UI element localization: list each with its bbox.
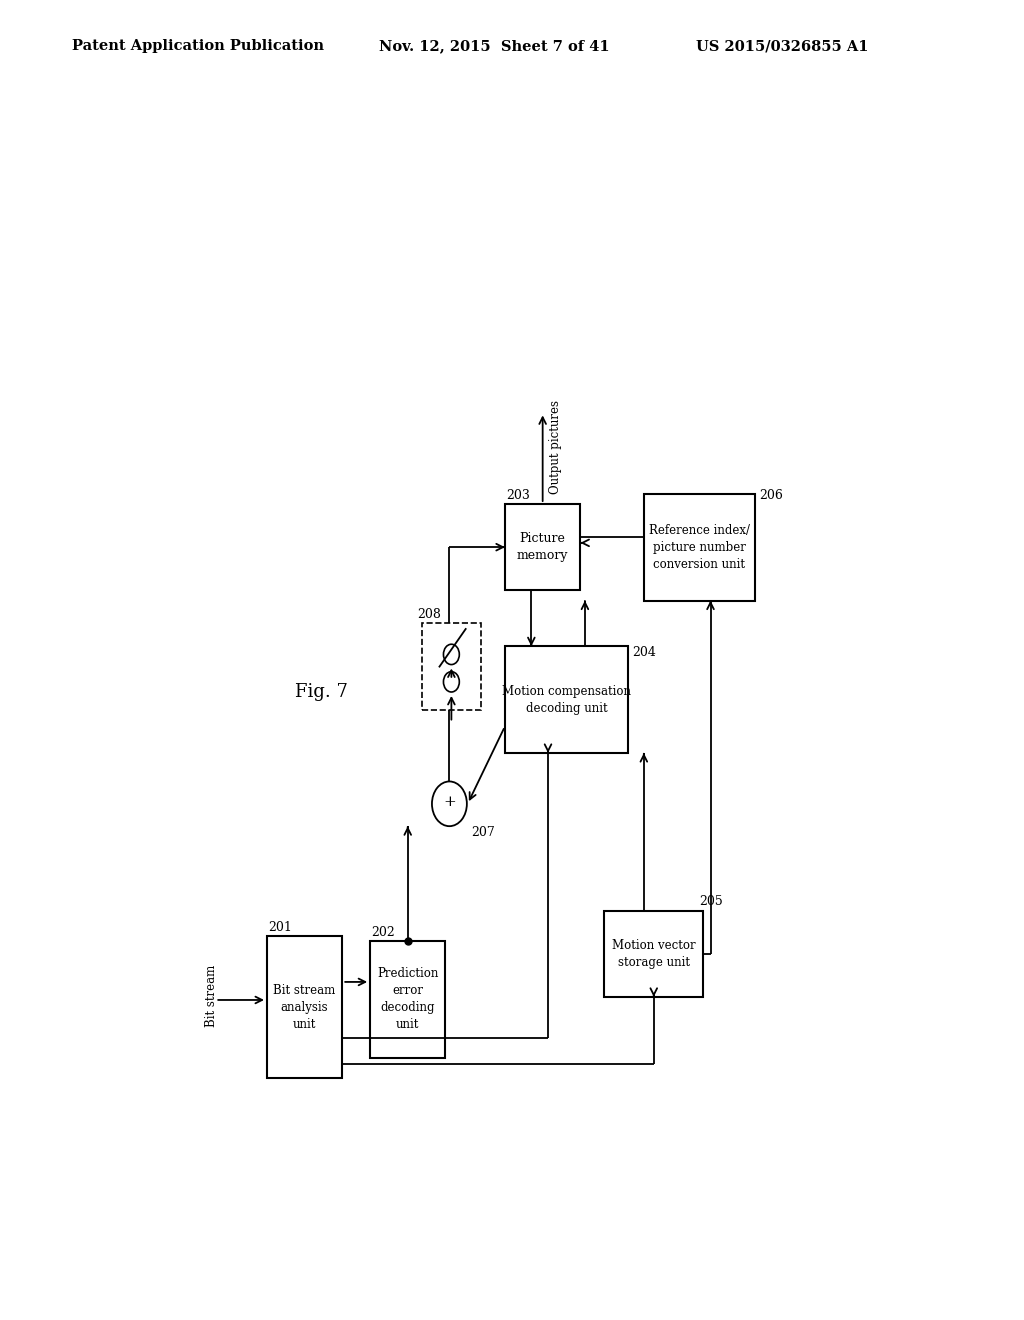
Bar — [644, 494, 755, 601]
Text: 203: 203 — [507, 488, 530, 502]
Text: Prediction
error
decoding
unit: Prediction error decoding unit — [377, 968, 438, 1031]
Text: 207: 207 — [471, 826, 495, 840]
Text: Output pictures: Output pictures — [549, 400, 562, 494]
Text: 204: 204 — [632, 647, 655, 660]
Text: 201: 201 — [268, 921, 292, 933]
Text: Reference index/
picture number
conversion unit: Reference index/ picture number conversi… — [649, 524, 750, 570]
Text: Bit stream: Bit stream — [205, 965, 218, 1027]
Bar — [422, 623, 481, 710]
Text: Patent Application Publication: Patent Application Publication — [72, 40, 324, 53]
Bar — [604, 911, 703, 997]
Text: 208: 208 — [418, 609, 441, 622]
Text: Motion compensation
decoding unit: Motion compensation decoding unit — [502, 685, 631, 714]
Text: +: + — [443, 795, 456, 809]
Bar — [505, 504, 581, 590]
Text: Nov. 12, 2015  Sheet 7 of 41: Nov. 12, 2015 Sheet 7 of 41 — [379, 40, 609, 53]
Text: US 2015/0326855 A1: US 2015/0326855 A1 — [696, 40, 868, 53]
Text: Picture
memory: Picture memory — [517, 532, 568, 562]
Text: 206: 206 — [759, 488, 782, 502]
Text: Bit stream
analysis
unit: Bit stream analysis unit — [273, 983, 336, 1031]
Text: Fig. 7: Fig. 7 — [295, 682, 347, 701]
Text: 202: 202 — [372, 925, 395, 939]
Bar — [505, 647, 628, 752]
Text: Motion vector
storage unit: Motion vector storage unit — [612, 939, 695, 969]
Text: 205: 205 — [699, 895, 723, 908]
Bar — [370, 941, 445, 1057]
Bar — [267, 936, 342, 1078]
